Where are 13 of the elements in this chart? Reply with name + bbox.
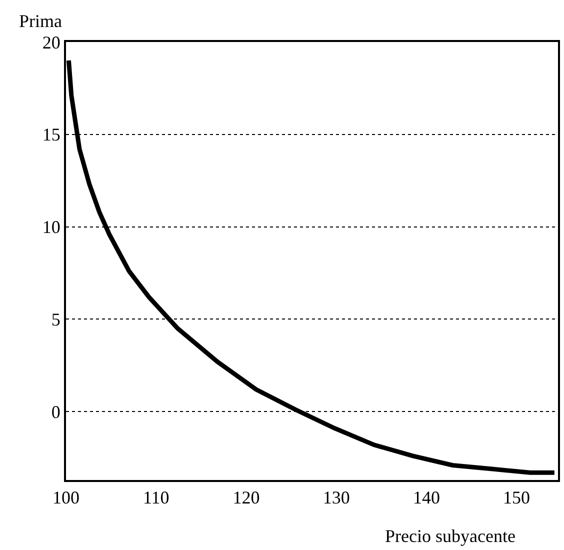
- x-tick-label: 130: [322, 488, 350, 508]
- x-tick-label: 140: [412, 488, 440, 508]
- y-tick-label: 5: [51, 310, 60, 330]
- x-tick-label: 120: [232, 488, 260, 508]
- x-axis-title: Precio subyacente: [385, 526, 516, 546]
- y-tick-label: 0: [51, 402, 60, 422]
- y-tick-label: 20: [42, 32, 60, 52]
- y-tick-label: 15: [42, 124, 60, 145]
- y-tick-label: 10: [42, 217, 60, 238]
- x-tick-label: 110: [142, 488, 170, 508]
- x-tick-label: 100: [52, 488, 80, 508]
- y-axis-title: Prima: [19, 11, 62, 31]
- x-tick-label: 150: [503, 488, 530, 508]
